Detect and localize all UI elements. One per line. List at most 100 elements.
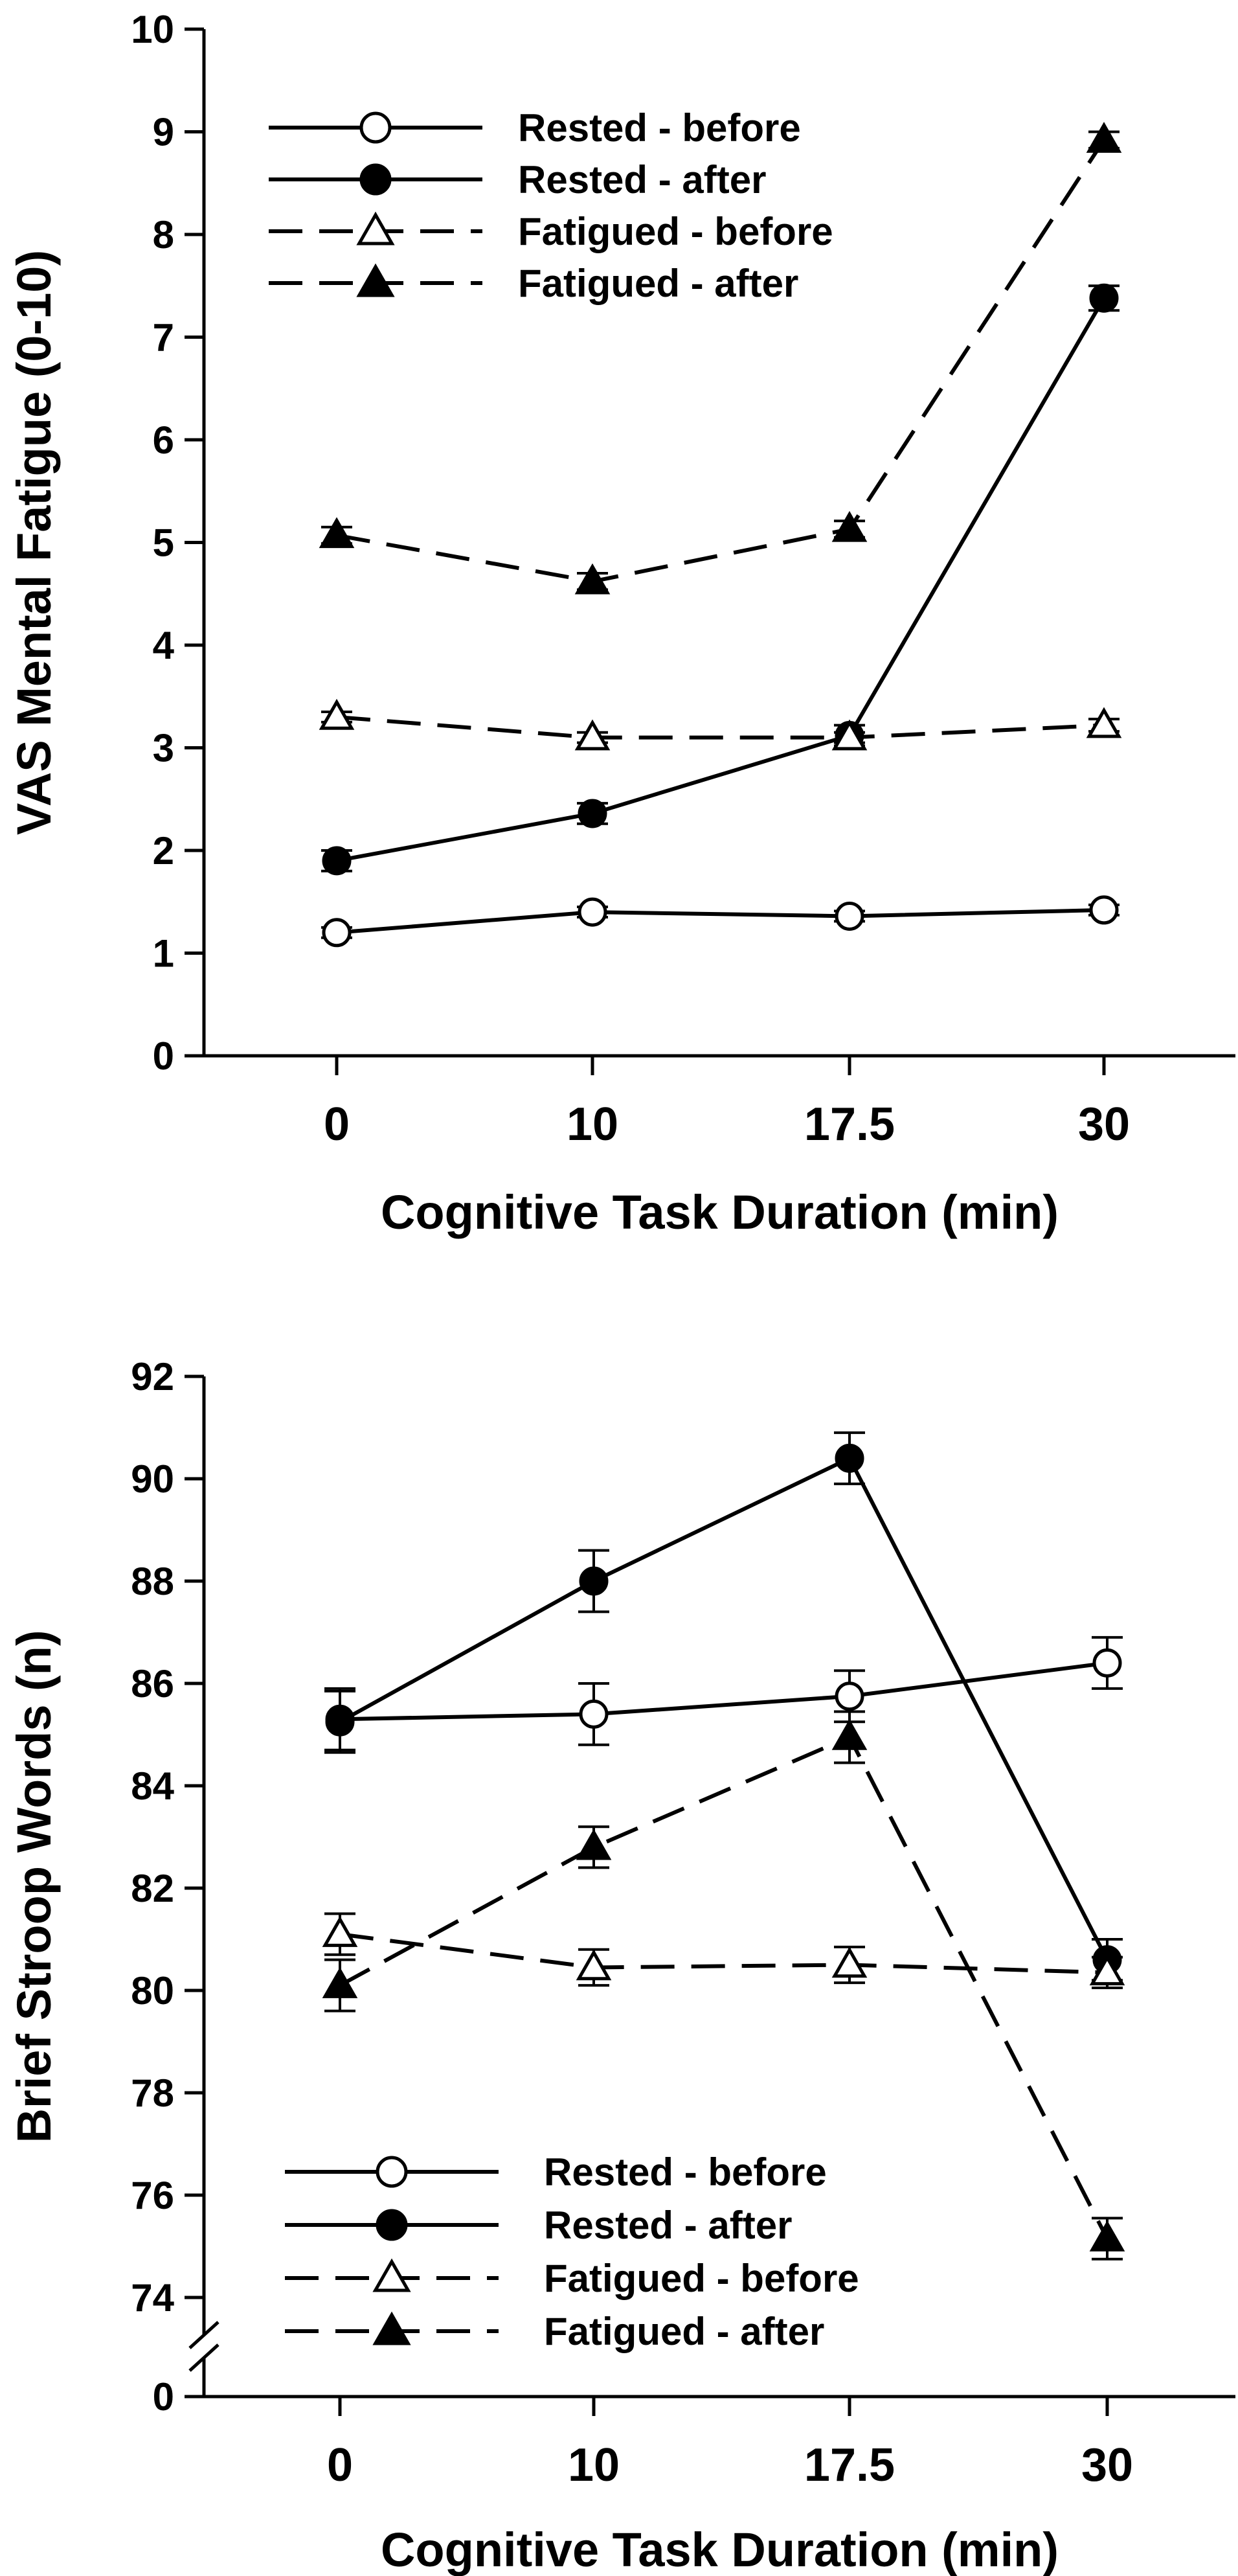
data-point <box>319 698 355 730</box>
data-point <box>319 517 355 549</box>
legend-marker <box>376 2209 408 2241</box>
chart-panel-mental-fatigue: 0 1 2 3 4 5 6 7 8 9 10 0 10 17.5 30 VAS Mental Fatigue … <box>7 8 1235 1239</box>
data-point <box>1089 1954 1125 1986</box>
data-point <box>574 719 611 751</box>
legend-marker <box>372 2258 411 2292</box>
data-point <box>322 918 352 948</box>
y-tick-label: 86 <box>131 1662 174 1705</box>
x-axis-label: Cognitive Task Duration (min) <box>381 2523 1059 2576</box>
y-axis-label: Brief Stroop Words (n) <box>7 1630 61 2143</box>
y-tick-label: 1 <box>153 932 174 975</box>
legend-label: Fatigued - before <box>518 210 833 253</box>
legend-label: Fatigued - after <box>544 2310 824 2353</box>
series-fatigued-before <box>319 698 1122 751</box>
series-fatigued-before <box>322 1912 1125 1990</box>
chart-panel-stroop-words: 74 76 78 80 82 84 86 88 90 92 0 0 10 17.5 30 Brief Stro… <box>7 1355 1235 2576</box>
y-tick-label: 6 <box>153 418 174 462</box>
data-point <box>576 1949 612 1981</box>
y-tick-label: 78 <box>131 2071 174 2115</box>
y-tick-label: 82 <box>131 1867 174 1910</box>
series-line <box>336 714 1105 740</box>
x-tick-label: 17.5 <box>804 1099 895 1150</box>
x-tick-label: 17.5 <box>804 2439 895 2491</box>
x-tick-label: 30 <box>1078 1099 1130 1150</box>
data-point <box>831 1946 868 1978</box>
data-point <box>1089 283 1119 313</box>
data-point <box>574 563 611 595</box>
y-tick-label: 8 <box>153 213 174 256</box>
legend-marker <box>356 211 395 245</box>
data-point <box>1092 1648 1122 1678</box>
legend-marker <box>359 111 392 144</box>
series-rested-before <box>324 1636 1123 1751</box>
y-tick-label: 4 <box>153 624 175 667</box>
data-point <box>835 1443 864 1473</box>
data-point <box>579 1699 609 1729</box>
series-line <box>339 1455 1109 1961</box>
axis-break-mark <box>188 2343 219 2372</box>
y-tick-label: 76 <box>131 2174 174 2217</box>
y-tick-label: 80 <box>131 1969 174 2012</box>
data-point <box>1089 895 1119 925</box>
y-tick-label: 84 <box>131 1764 174 1808</box>
legend-marker <box>372 2311 411 2345</box>
data-point <box>325 1707 355 1737</box>
data-point <box>578 799 607 828</box>
y-tick-label: 0 <box>153 2375 174 2419</box>
x-axis-label: Cognitive Task Duration (min) <box>381 1185 1059 1239</box>
series-line <box>336 139 1106 584</box>
data-point <box>1086 707 1122 738</box>
series-line <box>339 1932 1108 1975</box>
series-line <box>339 1661 1108 1722</box>
y-tick-label: 0 <box>153 1034 174 1078</box>
legend-label: Fatigued - before <box>544 2257 859 2300</box>
y-tick-label: 10 <box>131 8 174 51</box>
y-tick-label: 88 <box>131 1560 174 1603</box>
series-fatigued-after <box>319 122 1122 595</box>
legend-marker <box>376 2156 408 2188</box>
legend-label: Rested - before <box>544 2150 827 2194</box>
legend-marker <box>359 163 392 196</box>
data-point <box>322 1967 358 1998</box>
data-point <box>835 1681 864 1711</box>
data-point <box>1089 2220 1125 2251</box>
x-tick-label: 10 <box>568 2439 620 2491</box>
y-tick-label: 5 <box>153 521 174 565</box>
data-point <box>831 1718 868 1750</box>
legend-label: Fatigued - after <box>518 262 798 305</box>
y-tick-label: 9 <box>153 111 174 154</box>
y-tick-label: 92 <box>131 1355 174 1398</box>
y-axis-label: VAS Mental Fatigue (0-10) <box>7 250 61 835</box>
y-tick-label: 74 <box>131 2276 174 2320</box>
data-point <box>578 897 607 927</box>
legend-label: Rested - before <box>518 106 801 150</box>
legend: Rested - before Rested - after Fatigued - … <box>269 106 833 305</box>
series-rested-before <box>321 895 1120 948</box>
y-tick-label: 2 <box>153 829 174 872</box>
legend: Rested - before Rested - after Fatigued - … <box>285 2150 859 2353</box>
series-line <box>336 907 1105 935</box>
y-tick-label: 7 <box>153 316 174 359</box>
data-point <box>579 1566 609 1596</box>
x-tick-label: 10 <box>567 1099 618 1150</box>
data-point <box>835 901 864 931</box>
series-rested-after <box>321 283 1120 876</box>
series-fatigued-after <box>322 1710 1125 2261</box>
data-point <box>576 1829 612 1860</box>
data-point <box>831 510 868 542</box>
legend-label: Rested - after <box>518 158 766 201</box>
data-point <box>322 1916 358 1947</box>
data-point <box>1086 122 1122 153</box>
series-line <box>339 1735 1109 2240</box>
x-tick-label: 0 <box>327 2439 353 2491</box>
data-point <box>322 846 352 876</box>
y-tick-label: 90 <box>131 1457 174 1501</box>
legend-label: Rested - after <box>544 2204 792 2247</box>
y-tick-label: 3 <box>153 727 174 770</box>
axis-break-mark <box>188 2321 219 2349</box>
series-line <box>336 297 1106 863</box>
legend-marker <box>356 263 395 297</box>
x-tick-label: 0 <box>324 1099 350 1150</box>
data-point <box>831 719 868 751</box>
